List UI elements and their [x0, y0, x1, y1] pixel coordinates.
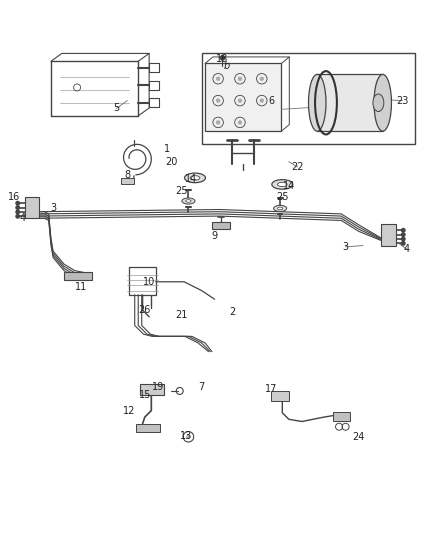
Circle shape	[402, 237, 405, 241]
Text: 3: 3	[50, 203, 56, 213]
Text: 24: 24	[353, 432, 365, 442]
Bar	[25, 197, 39, 219]
Ellipse shape	[373, 94, 384, 111]
Circle shape	[238, 77, 242, 81]
Ellipse shape	[272, 180, 293, 189]
Ellipse shape	[308, 75, 326, 131]
Ellipse shape	[190, 176, 200, 180]
Text: 15: 15	[138, 390, 151, 400]
Circle shape	[16, 215, 19, 218]
Text: 8: 8	[124, 170, 131, 180]
Circle shape	[238, 120, 242, 125]
Ellipse shape	[374, 75, 392, 131]
Ellipse shape	[274, 205, 287, 212]
Circle shape	[216, 120, 220, 125]
Text: 9: 9	[212, 231, 218, 241]
Circle shape	[220, 55, 225, 60]
Text: 18: 18	[216, 54, 229, 64]
Ellipse shape	[184, 173, 205, 183]
Text: 17: 17	[265, 384, 278, 394]
Text: 3: 3	[343, 242, 349, 252]
Circle shape	[16, 206, 19, 209]
Text: 10: 10	[143, 277, 155, 287]
Circle shape	[238, 99, 242, 103]
Text: 19: 19	[152, 382, 164, 392]
Text: 13: 13	[180, 431, 192, 441]
Ellipse shape	[278, 182, 287, 187]
Bar	[272, 391, 289, 401]
Ellipse shape	[186, 200, 191, 203]
Text: b: b	[224, 61, 230, 71]
Text: 23: 23	[396, 95, 409, 106]
Bar	[64, 272, 92, 280]
Text: 14: 14	[184, 174, 197, 184]
Circle shape	[402, 229, 405, 232]
Circle shape	[402, 241, 405, 245]
Text: 25: 25	[276, 192, 289, 201]
Text: 11: 11	[75, 282, 88, 293]
Text: 4: 4	[19, 214, 25, 223]
Text: 25: 25	[176, 187, 188, 196]
Text: 12: 12	[124, 407, 136, 416]
Text: 1: 1	[163, 143, 170, 154]
Bar	[332, 412, 350, 421]
Text: 4: 4	[404, 244, 410, 254]
Text: 16: 16	[8, 192, 20, 201]
Text: 6: 6	[268, 95, 275, 106]
Bar	[381, 224, 396, 246]
Circle shape	[216, 77, 220, 81]
Bar	[141, 384, 164, 395]
Bar	[317, 75, 383, 131]
Circle shape	[216, 99, 220, 103]
Bar	[205, 63, 282, 131]
Circle shape	[186, 434, 191, 439]
Text: 2: 2	[229, 308, 235, 317]
Circle shape	[260, 99, 264, 103]
Text: 14: 14	[283, 181, 295, 191]
Ellipse shape	[182, 198, 195, 204]
Ellipse shape	[278, 207, 283, 210]
Text: 7: 7	[198, 382, 205, 392]
Text: 20: 20	[165, 157, 177, 167]
Circle shape	[260, 77, 264, 81]
Text: 5: 5	[113, 103, 120, 114]
Text: 26: 26	[138, 305, 151, 315]
Bar	[136, 424, 160, 432]
Circle shape	[16, 201, 19, 205]
Text: 21: 21	[176, 310, 188, 319]
Bar	[212, 222, 230, 229]
Text: 22: 22	[291, 162, 304, 172]
Bar	[121, 179, 134, 183]
Circle shape	[16, 210, 19, 214]
Circle shape	[402, 233, 405, 236]
Bar	[201, 53, 416, 144]
